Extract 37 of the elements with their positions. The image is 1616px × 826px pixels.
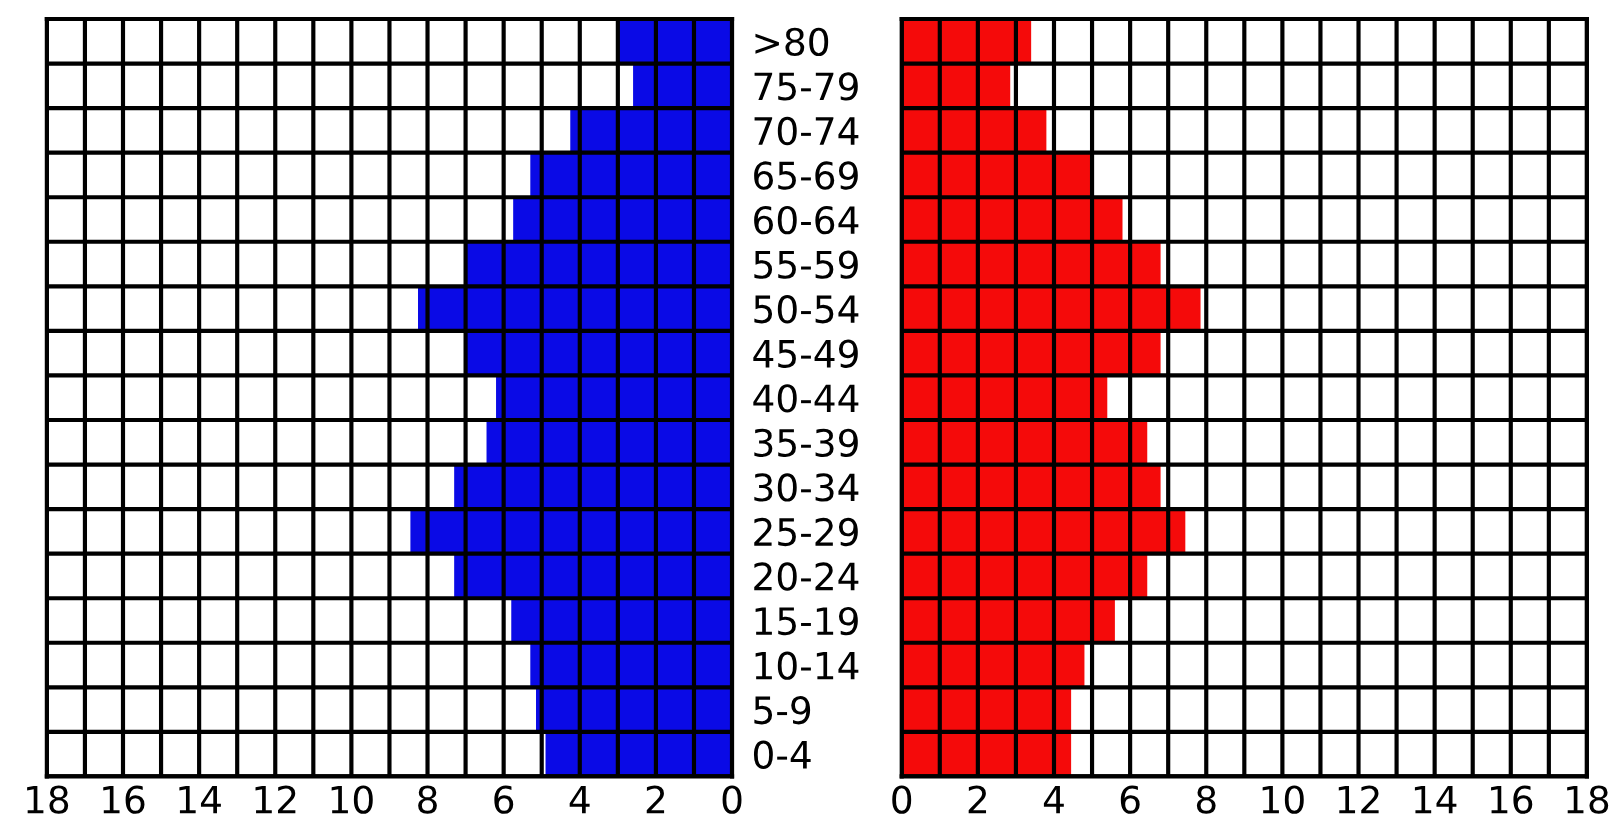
y-tick-label: 15-19 (755, 606, 858, 636)
x-tick-label: 6 (494, 785, 514, 814)
x-tick-label: 16 (103, 785, 145, 814)
x-tick-label: 12 (1338, 785, 1379, 814)
x-tick-label: 2 (646, 785, 665, 814)
x-tick-label: 12 (255, 785, 296, 814)
x-tick-label: 4 (1043, 785, 1064, 814)
y-tick-label: 35-39 (754, 428, 858, 458)
x-tick-label: 10 (1262, 785, 1304, 814)
x-tick-label: 18 (27, 785, 69, 814)
x-tick-label: 4 (569, 785, 590, 814)
y-tick-label: 60-64 (754, 205, 859, 235)
x-tick-label: 18 (1567, 785, 1609, 814)
y-tick-label: >80 (755, 27, 829, 57)
y-tick-label: 70-74 (754, 116, 859, 146)
y-tick-label: 10-14 (755, 651, 859, 680)
y-tick-label: 55-59 (754, 250, 858, 279)
y-tick-label: 50-54 (754, 295, 859, 324)
y-tick-label: 45-49 (753, 339, 858, 368)
x-tick-label: 0 (722, 785, 742, 814)
y-tick-label: 30-34 (754, 473, 859, 502)
y-tick-label: 0-4 (753, 740, 811, 769)
y-tick-label: 20-24 (754, 562, 859, 591)
x-tick-label: 8 (1196, 785, 1216, 814)
x-tick-label: 0 (892, 785, 912, 814)
y-tick-label: 5-9 (754, 696, 811, 725)
x-tick-label: 2 (968, 785, 987, 814)
y-tick-label: 65-69 (754, 161, 858, 190)
x-tick-label: 16 (1491, 785, 1533, 814)
x-tick-label: 10 (331, 785, 373, 814)
x-tick-label: 14 (1414, 785, 1457, 814)
y-tick-label: 25-29 (754, 517, 858, 547)
y-tick-label: 75-79 (754, 72, 858, 101)
x-tick-label: 14 (179, 785, 221, 814)
x-tick-label: 6 (1120, 785, 1140, 814)
x-tick-label: 8 (418, 785, 437, 814)
y-tick-label: 40-44 (753, 384, 859, 413)
